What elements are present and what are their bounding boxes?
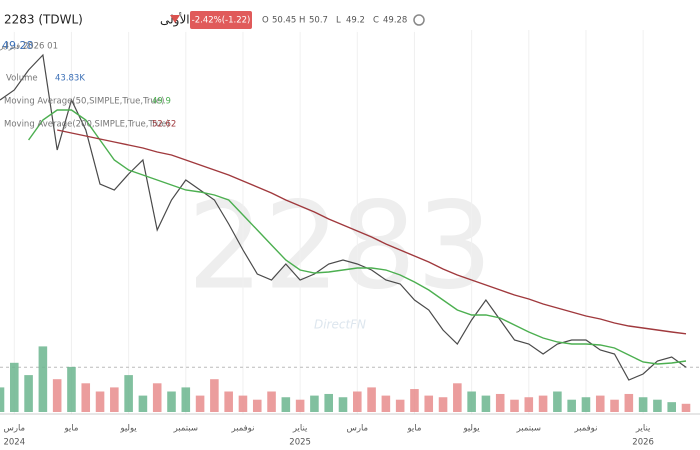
- volume-bar: [338, 397, 348, 412]
- x-tick-sublabel: 2025: [289, 438, 311, 448]
- volume-bar: [310, 395, 319, 412]
- x-tick-label: مايو: [64, 424, 79, 434]
- volume-bar: [553, 391, 562, 412]
- ohlc: O 50.45 H 50.7 L 49.2 C 49.28: [262, 16, 407, 26]
- volume-bar: [595, 395, 605, 412]
- volume-bar: [610, 399, 619, 412]
- volume-label: Volume: [6, 74, 38, 84]
- volume-bar: [167, 391, 176, 412]
- volume-bar: [438, 397, 448, 412]
- volume-bar: [495, 393, 505, 412]
- volume-bar: [281, 397, 291, 412]
- volume-bar: [195, 395, 205, 412]
- x-tick-label: مايو: [407, 424, 422, 434]
- x-tick-label: يناير: [292, 424, 308, 434]
- volume-bar: [81, 383, 91, 412]
- volume-bar: [381, 395, 391, 412]
- volume-bar: [653, 399, 662, 412]
- legend-ma200: Moving Average(200,SIMPLE,True,True): [4, 120, 170, 130]
- volume-bar: [567, 399, 576, 412]
- volume-bar: [181, 387, 191, 412]
- volume-bar: [410, 389, 419, 412]
- volume-bar: [481, 395, 491, 412]
- brand: DirectFN: [314, 318, 366, 332]
- ohlc-value: 49.28: [383, 16, 407, 26]
- volume-value: 43.83K: [55, 74, 85, 84]
- x-tick-label: سبتمبر: [516, 424, 541, 434]
- last-price: 49.28: [2, 39, 34, 52]
- volume-bar: [467, 391, 476, 412]
- volume-bar: [624, 393, 634, 412]
- ohlc-label: O: [262, 16, 269, 26]
- volume-bar: [367, 387, 376, 412]
- ohlc-value: 50.45: [272, 16, 296, 26]
- volume-bar: [52, 379, 62, 412]
- volume-bar: [524, 397, 534, 412]
- moving-average: [28, 109, 687, 365]
- volume-bar: [424, 395, 434, 412]
- volume-bar: [581, 397, 591, 412]
- volume-bar: [353, 391, 362, 412]
- volume-bar: [510, 399, 519, 412]
- x-tick-label: نوفمبر: [230, 424, 254, 434]
- symbol: 2283 (TDWL): [4, 13, 83, 27]
- volume-bar: [24, 375, 33, 412]
- volume-bar: [538, 395, 548, 412]
- x-tick-sublabel: 2026: [632, 438, 654, 448]
- watermark: 2283: [187, 178, 492, 317]
- volume-bar: [210, 379, 219, 412]
- ohlc-label: L: [336, 16, 341, 26]
- change: -2.42%(-1.22): [192, 16, 251, 26]
- volume-bar: [224, 391, 233, 412]
- x-tick-label: يوليو: [462, 424, 480, 434]
- x-tick-sublabel: 2024: [3, 438, 25, 448]
- volume-bar: [152, 383, 162, 412]
- volume-bar: [238, 395, 248, 412]
- volume-bar: [95, 391, 105, 412]
- x-tick-label: يوليو: [119, 424, 137, 434]
- volume-bar: [324, 393, 333, 412]
- settings-icon[interactable]: [413, 14, 425, 26]
- volume-bar: [638, 397, 648, 412]
- x-tick-label: نوفمبر: [573, 424, 597, 434]
- volume-bar: [267, 391, 276, 412]
- volume-bar: [138, 395, 148, 412]
- legend-ma50: Moving Average(50,SIMPLE,True,True): [4, 97, 164, 107]
- date: 01 2026 فبراير: [0, 42, 58, 52]
- volume-bar: [395, 399, 405, 412]
- volume-bar: [110, 387, 119, 412]
- ohlc-value: 49.2: [346, 16, 365, 26]
- ohlc-label: H: [299, 16, 305, 26]
- volume-bar: [453, 383, 462, 412]
- volume-bar: [0, 387, 5, 412]
- legend-ma200-value: 52.62: [152, 120, 176, 130]
- x-tick-label: مارس: [346, 424, 368, 434]
- volume-bar: [67, 366, 76, 412]
- x-tick-label: مارس: [3, 424, 25, 434]
- down-arrow: [170, 15, 180, 23]
- moving-average: [57, 129, 687, 335]
- x-tick-label: سبتمبر: [173, 424, 198, 434]
- price-line: [0, 53, 687, 381]
- legend-ma50-value: 49.9: [152, 97, 171, 107]
- ohlc-label: C: [373, 16, 379, 26]
- x-tick-label: يناير: [635, 424, 651, 434]
- volume-bar: [252, 399, 262, 412]
- ohlc-value: 50.7: [309, 16, 328, 26]
- volume-bar: [681, 403, 691, 412]
- volume-bar: [124, 375, 133, 412]
- plot: مارس 2024 مايو يوليو سبتمبر نوفمبر يناير 2025 ما…: [0, 30, 700, 448]
- volume-bar: [295, 399, 305, 412]
- volume-bar: [38, 346, 48, 412]
- volume-bar: [10, 362, 19, 412]
- change-box: [190, 11, 252, 29]
- volume-bar: [667, 402, 676, 412]
